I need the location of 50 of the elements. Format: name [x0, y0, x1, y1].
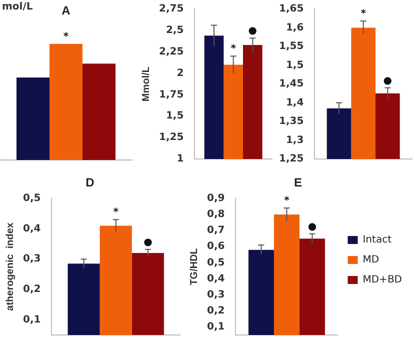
y-tick-label: 0,8: [206, 208, 225, 220]
y-tick-label: 2,25: [158, 46, 184, 58]
y-tick-label: 1,65: [278, 4, 304, 15]
y-tick-label: 2,5: [166, 25, 184, 36]
y-tick-label: 0,4: [22, 222, 41, 234]
y-tick-label: 0,1: [206, 321, 225, 332]
y-tick-label: 0,4: [206, 272, 225, 284]
y-tick-label: 0,2: [22, 284, 41, 295]
y-axis-title: Mmol/L: [140, 66, 152, 102]
y-tick-label: 1: [176, 154, 184, 165]
annotation: ●: [144, 236, 153, 248]
annotation: ●: [308, 220, 317, 232]
legend-label: Intact: [362, 234, 392, 246]
y-tick-label: 1,45: [278, 78, 304, 90]
y-tick-label: 0,1: [22, 314, 41, 325]
y-tick-label: 1,25: [278, 154, 304, 165]
y-tick-label: 1,5: [166, 110, 184, 122]
y-tick-label: 0,3: [22, 253, 41, 264]
y-tick-label: 0,3: [206, 288, 225, 300]
y-axis-title: TG/HDL: [188, 248, 200, 285]
chart-title: A: [62, 4, 71, 18]
annotation: *: [230, 44, 237, 55]
annotation: *: [360, 8, 367, 20]
annotation: ●: [383, 75, 392, 86]
annotation: *: [113, 206, 120, 218]
y-tick-label: 0,5: [206, 256, 225, 268]
y-tick-label: 1,3: [286, 134, 304, 146]
legend-label: MD+BD: [362, 274, 402, 286]
y-axis-title: atherogenic index: [4, 222, 16, 310]
y-tick-label: 1,55: [278, 41, 304, 52]
y-tick-label: 0,9: [206, 192, 225, 204]
y-tick-label: 1,75: [158, 89, 184, 100]
y-axis-title: mol/L: [2, 2, 34, 13]
chart-title: D: [86, 175, 95, 190]
y-tick-label: 1,4: [286, 97, 304, 108]
y-tick-label: 1,6: [286, 22, 304, 34]
y-tick-label: 1,35: [278, 116, 304, 128]
y-tick-label: 0,5: [22, 192, 41, 204]
y-tick-label: 0,7: [206, 224, 225, 236]
annotation: ●: [248, 26, 258, 37]
chart-title: E: [294, 175, 302, 190]
text: *: [63, 31, 70, 42]
y-tick-label: 1,5: [286, 60, 304, 71]
annotation: *: [284, 195, 290, 206]
y-tick-label: 2: [176, 68, 184, 79]
y-tick-label: 2,75: [158, 4, 184, 15]
y-tick-label: 1,25: [158, 132, 184, 144]
y-tick-label: 0,2: [206, 304, 225, 316]
legend-label: MD: [362, 254, 380, 266]
y-tick-label: 0,6: [206, 240, 225, 252]
